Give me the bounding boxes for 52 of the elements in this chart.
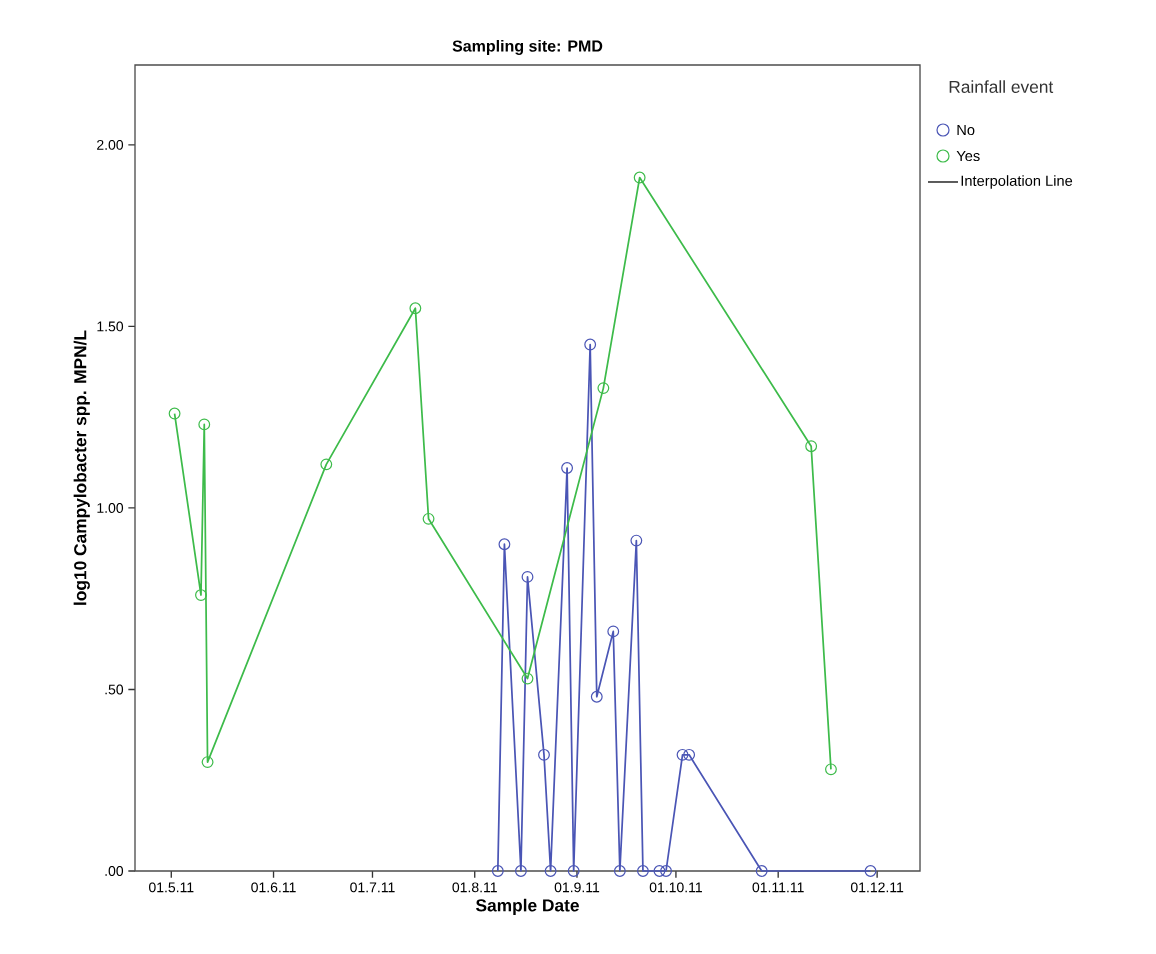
x-tick-label: 01.8.11 xyxy=(452,882,497,893)
point xyxy=(630,534,643,547)
y-tick-label: 1.00 xyxy=(97,502,124,513)
x-axis-title: Sample Date xyxy=(475,898,579,915)
y-tick-label: 1.50 xyxy=(97,321,124,332)
y-tick-label: 2.00 xyxy=(97,139,124,150)
point xyxy=(825,763,837,776)
point xyxy=(422,512,435,525)
point xyxy=(637,865,649,877)
point xyxy=(683,748,696,761)
x-tick-label: 01.10.11 xyxy=(649,882,702,893)
point xyxy=(755,865,768,877)
point xyxy=(521,672,534,685)
point xyxy=(201,756,214,769)
point xyxy=(514,865,527,877)
x-tick-label: 01.11.11 xyxy=(752,882,804,893)
point xyxy=(538,748,550,761)
point xyxy=(653,865,666,877)
point xyxy=(168,407,181,420)
point xyxy=(590,690,603,703)
y-tick-label: .50 xyxy=(105,684,124,695)
point xyxy=(607,625,620,638)
point xyxy=(320,458,333,471)
y-tick-label: .00 xyxy=(105,866,124,876)
x-tick-label: 01.5.11 xyxy=(148,882,194,893)
point xyxy=(613,865,626,877)
point xyxy=(491,865,504,877)
point xyxy=(498,538,511,551)
point xyxy=(409,302,422,315)
point xyxy=(198,418,211,431)
x-tick-label: 01.6.11 xyxy=(251,882,296,893)
point xyxy=(660,865,672,877)
point xyxy=(561,462,574,474)
point xyxy=(195,589,207,601)
x-tick-label: 01.9.11 xyxy=(554,882,600,893)
legend-label: Yes xyxy=(956,150,980,162)
text: Interpolation Line xyxy=(961,175,1073,189)
point xyxy=(864,865,877,877)
x-tick-label: 01.7.11 xyxy=(350,882,395,893)
point xyxy=(633,171,646,184)
y-axis-title: log10 Campylobacter spp. MPN/L xyxy=(73,330,90,605)
point xyxy=(805,440,818,453)
chart-title: Sampling site: PMD xyxy=(452,39,603,55)
point xyxy=(584,338,597,351)
legend-title: Rainfall event xyxy=(949,80,1054,93)
point xyxy=(676,748,689,761)
point xyxy=(597,382,610,395)
point xyxy=(567,865,580,877)
point xyxy=(544,865,557,877)
legend-label: No xyxy=(957,124,975,136)
point xyxy=(521,570,534,583)
x-tick-label: 01.12.11 xyxy=(850,882,904,893)
